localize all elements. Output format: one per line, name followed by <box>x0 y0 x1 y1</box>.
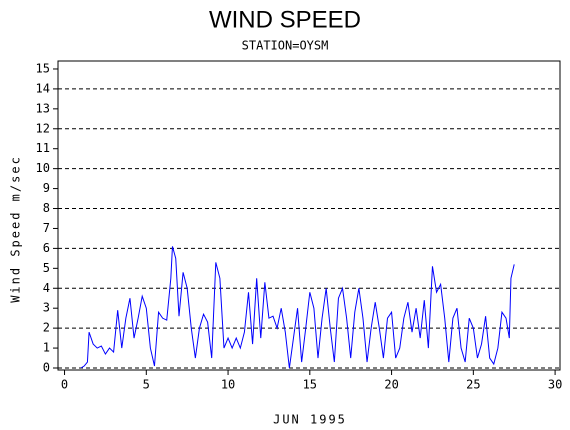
y-tick-label: 1 <box>43 341 50 355</box>
x-tick-label: 5 <box>143 378 150 392</box>
y-tick-label: 10 <box>36 161 50 175</box>
y-tick-label: 13 <box>36 101 50 115</box>
x-axis-label: JUN 1995 <box>273 413 347 427</box>
y-tick-label: 6 <box>43 241 50 255</box>
y-tick-label: 2 <box>43 321 50 335</box>
y-tick-label: 3 <box>43 301 50 315</box>
y-tick-label: 5 <box>43 261 50 275</box>
y-tick-label: 9 <box>43 181 50 195</box>
y-tick-label: 14 <box>36 81 50 95</box>
x-tick-label: 15 <box>303 378 317 392</box>
y-tick-label: 7 <box>43 221 50 235</box>
chart-subtitle: STATION=OYSM <box>242 39 329 53</box>
y-tick-label: 11 <box>36 141 50 155</box>
x-tick-label: 10 <box>221 378 235 392</box>
y-tick-label: 8 <box>43 201 50 215</box>
x-tick-label: 30 <box>548 378 562 392</box>
x-tick-label: 20 <box>384 378 398 392</box>
y-tick-label: 4 <box>43 281 50 295</box>
chart-title: WIND SPEED <box>209 6 361 33</box>
y-axis-label: Wind Speed m/sec <box>9 155 23 303</box>
plot-frame <box>57 60 561 371</box>
x-tick-label: 0 <box>61 378 68 392</box>
data-line <box>80 246 515 369</box>
y-tick-label: 15 <box>36 61 50 75</box>
y-tick-label: 0 <box>43 361 50 375</box>
y-tick-label: 12 <box>36 121 50 135</box>
x-tick-label: 25 <box>466 378 480 392</box>
